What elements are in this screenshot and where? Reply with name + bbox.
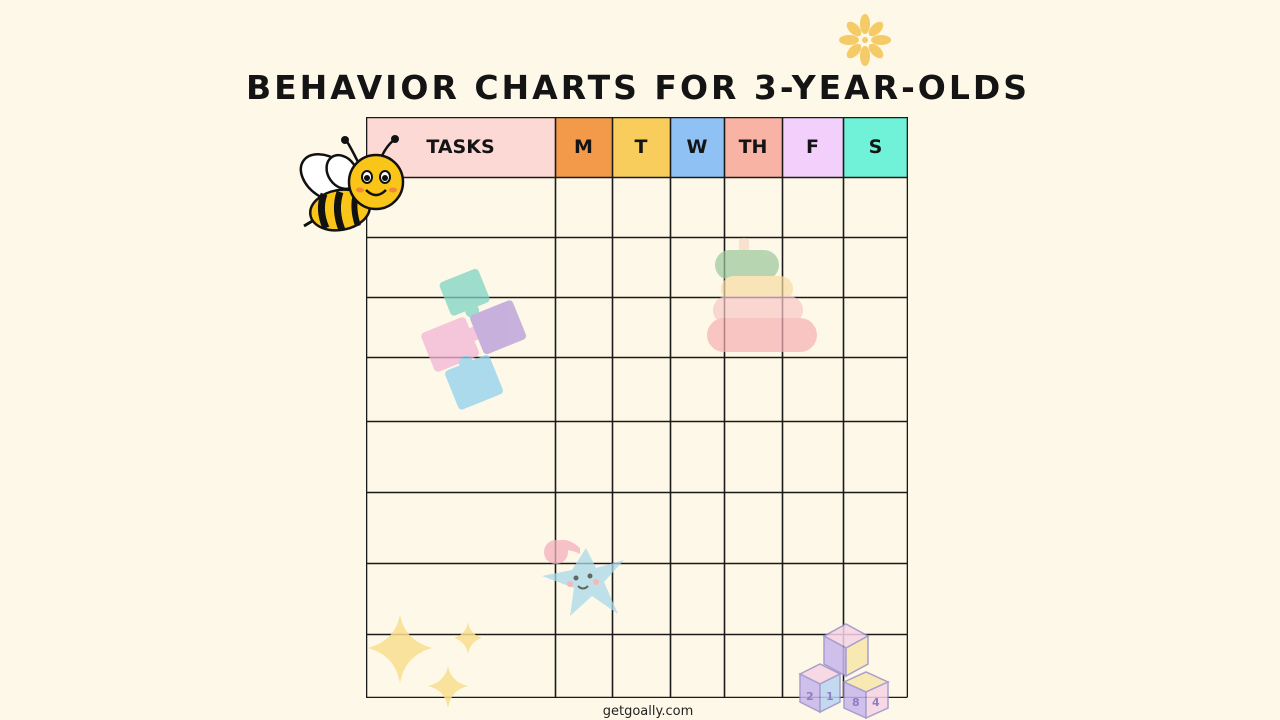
- header-monday: M: [574, 136, 593, 158]
- header-wednesday: W: [686, 136, 708, 158]
- svg-text:4: 4: [872, 696, 880, 709]
- flower-icon: [839, 14, 891, 66]
- sparkles-icon: [368, 614, 482, 708]
- star-toy-icon: [542, 539, 624, 616]
- stacking-rings-icon: [707, 238, 817, 352]
- header-thursday: TH: [738, 136, 768, 158]
- header-cell-bg: [670, 117, 724, 177]
- svg-text:1: 1: [826, 690, 834, 703]
- header-saturday: S: [868, 136, 883, 158]
- bee-icon: [299, 135, 405, 232]
- header-cell-bg: [724, 117, 782, 177]
- header-cell-bg: [555, 117, 612, 177]
- header-cell-bg: [612, 117, 670, 177]
- header-tuesday: T: [634, 136, 648, 158]
- header-tasks: TASKS: [426, 136, 495, 158]
- footer-url: getgoally.com: [602, 704, 694, 719]
- header-cell-bg: [843, 117, 907, 177]
- header-cell-bg: [782, 117, 843, 177]
- svg-text:2: 2: [806, 690, 814, 703]
- svg-text:8: 8: [852, 696, 860, 709]
- puzzle-icon: [421, 268, 527, 410]
- page-title: BEHAVIOR CHARTS FOR 3-YEAR-OLDS: [245, 68, 1031, 107]
- header-friday: F: [806, 136, 819, 158]
